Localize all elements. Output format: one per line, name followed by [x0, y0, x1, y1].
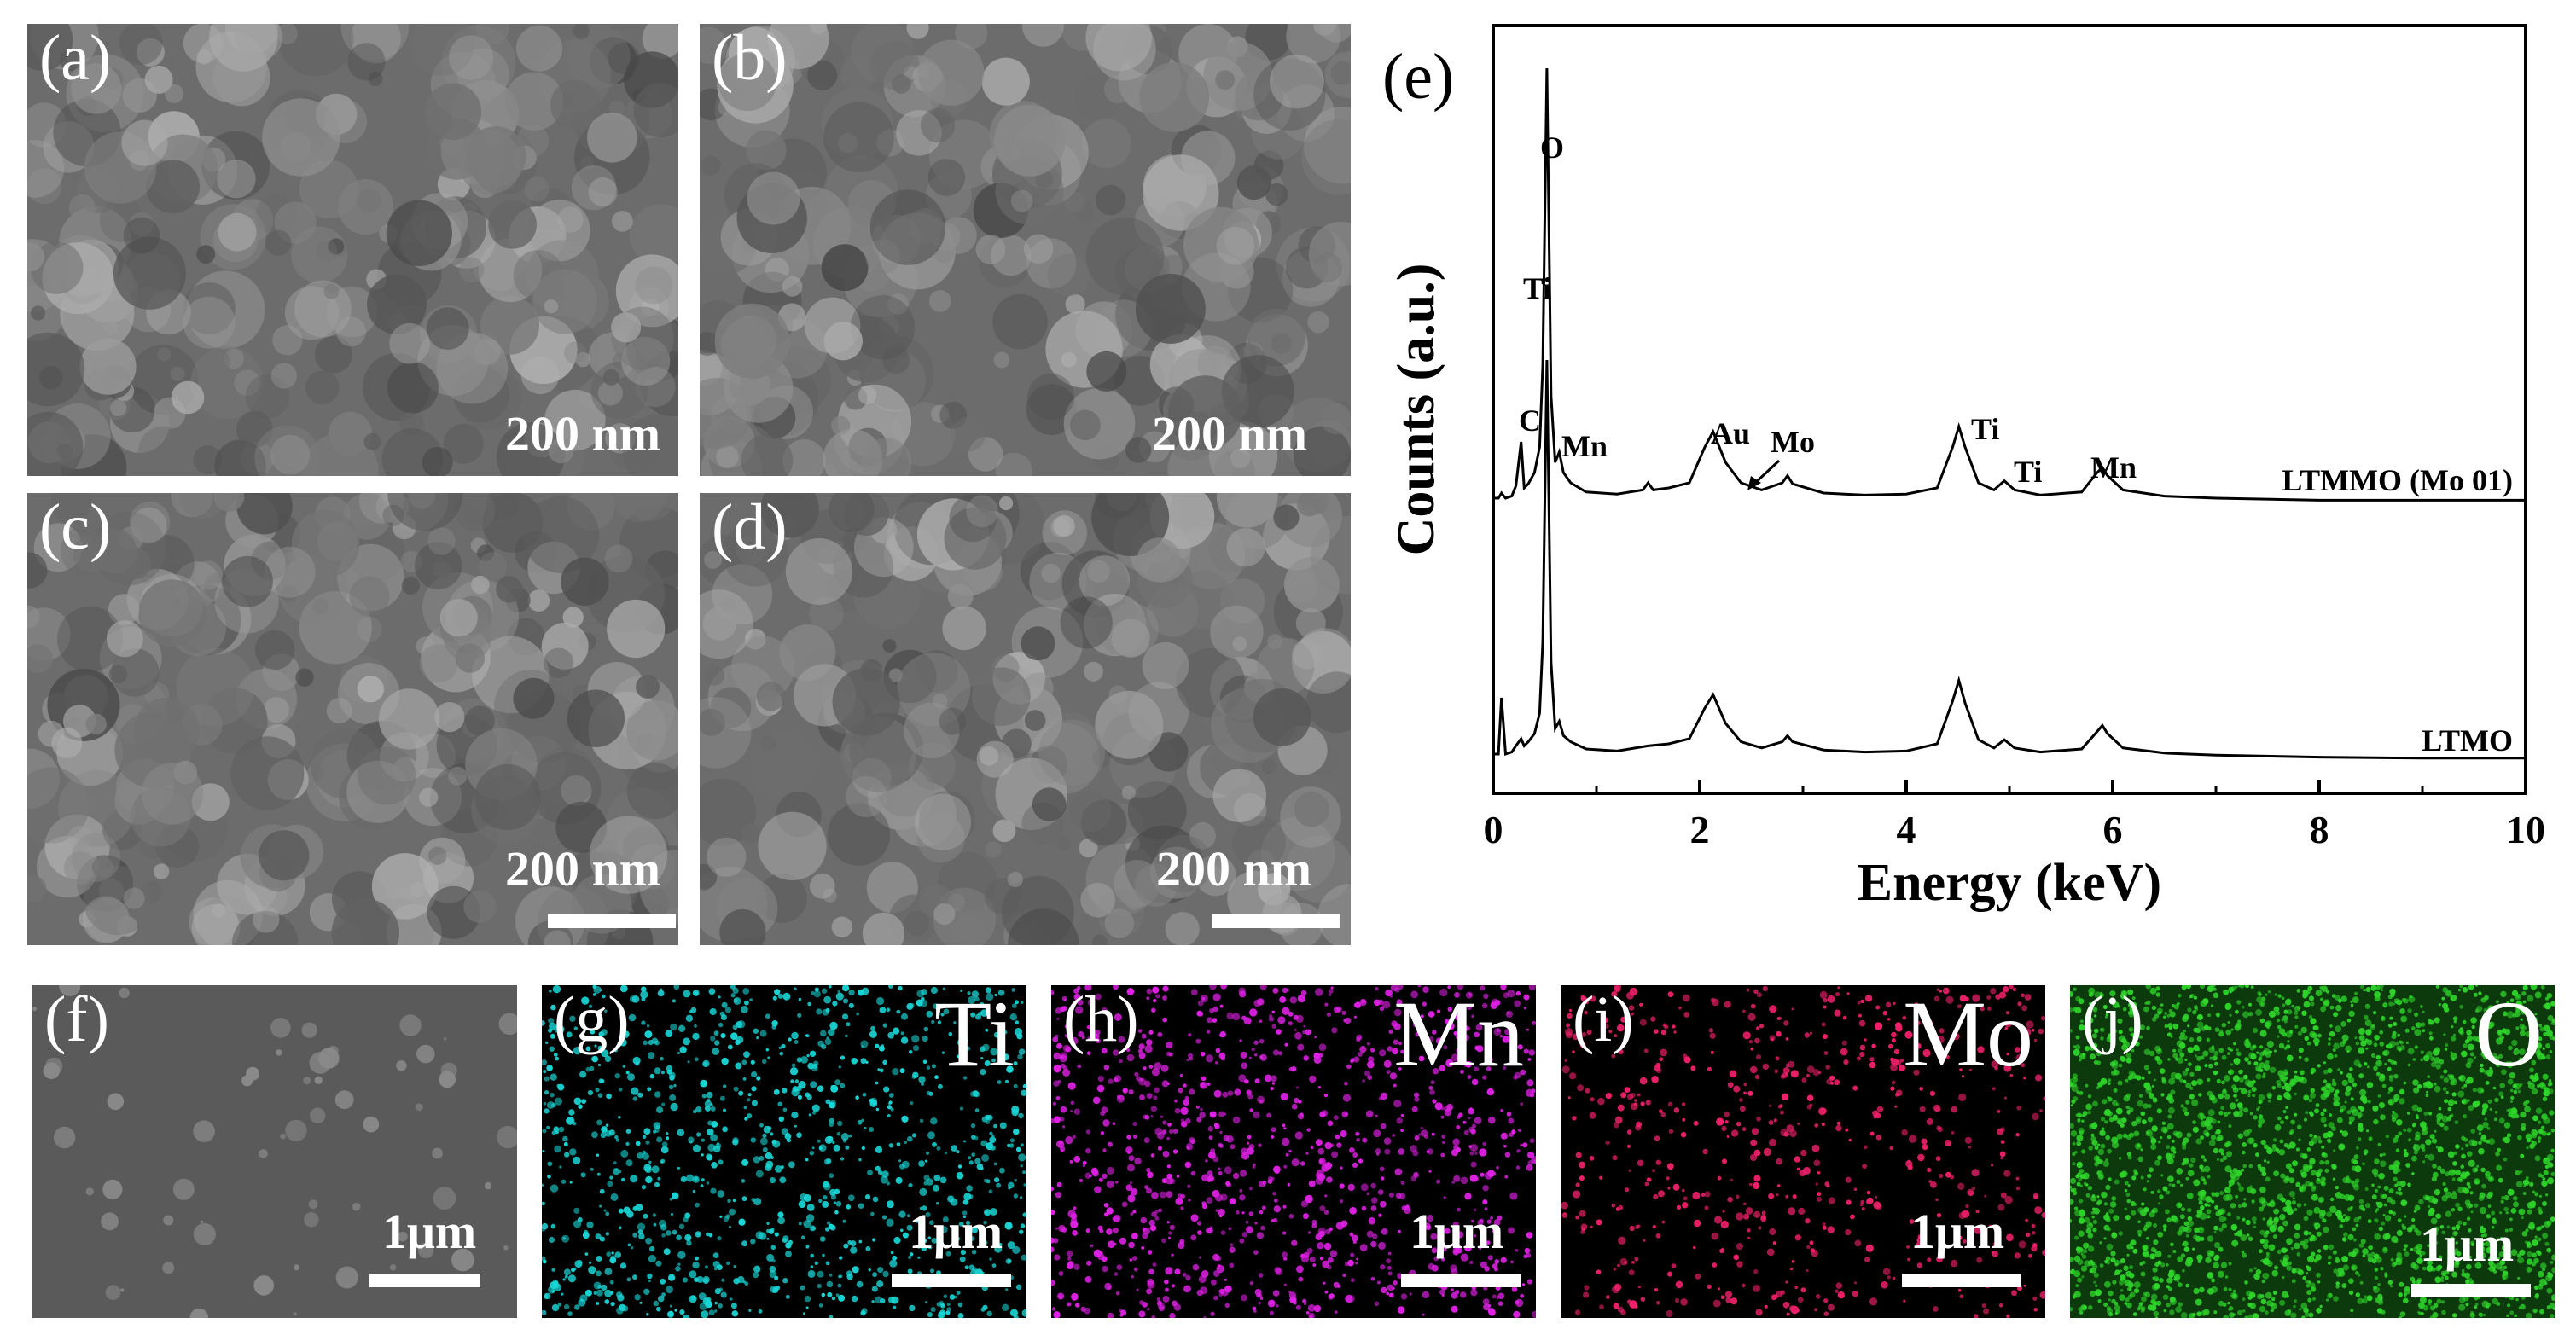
plot-frame — [1492, 24, 2527, 795]
series-label-ltmo: LTMO — [2422, 723, 2513, 757]
x-tick-label: 0 — [1484, 808, 1503, 851]
series-label-ltmmo: LTMMO (Mo 01) — [2282, 463, 2513, 497]
x-axis-label: Energy (keV) — [1858, 854, 2161, 912]
panel-label-b: (b) — [712, 24, 788, 94]
sem-panel-d: (d) 200 nm — [700, 493, 1351, 945]
peak-label: O — [1540, 131, 1564, 165]
element-label-mo: Mo — [1903, 985, 2033, 1086]
x-tick-label: 8 — [2310, 808, 2329, 851]
element-label-mn: Mn — [1393, 985, 1524, 1086]
scale-bar-h — [1401, 1274, 1521, 1287]
scale-bar-c — [548, 914, 676, 928]
scale-text-d: 200 nm — [1156, 841, 1312, 897]
panel-label-a: (a) — [39, 24, 112, 94]
eds-spectrum-chart: LTMMO (Mo 01) LTMO O Ti C Mn Au Mo Ti Ti Mn 0 2 4 6 8 10… — [1382, 24, 2545, 912]
sem-panel-c: (c) 200 nm — [27, 493, 678, 945]
scale-bar-f — [369, 1274, 480, 1287]
series-line-0 — [1493, 67, 2526, 502]
x-tick-label: 10 — [2506, 808, 2545, 851]
sem-texture — [700, 24, 1351, 476]
x-tick-label: 4 — [1897, 808, 1916, 851]
panel-label-g: (g) — [554, 985, 630, 1055]
sem-panel-f: (f) 1μm — [32, 985, 517, 1318]
sem-texture — [700, 493, 1351, 945]
element-label-ti: Ti — [934, 985, 1015, 1086]
panel-label-e: (e) — [1382, 41, 1454, 113]
panel-label-i: (i) — [1573, 985, 1634, 1055]
sem-texture — [27, 493, 678, 945]
peak-label: C — [1519, 403, 1541, 438]
peak-label: Ti — [1523, 271, 1551, 305]
panel-label-d: (d) — [712, 493, 788, 563]
scale-bar-i — [1902, 1274, 2021, 1287]
element-dots — [2070, 985, 2555, 1318]
scale-bar-d — [1212, 914, 1340, 928]
panel-label-j: (j) — [2082, 985, 2143, 1055]
panel-label-f: (f) — [44, 985, 109, 1055]
x-tick-label: 6 — [2103, 808, 2123, 851]
scale-bar-j — [2411, 1284, 2531, 1297]
element-dots — [1561, 985, 2045, 1318]
scale-text-g: 1μm — [909, 1204, 1003, 1259]
scale-text-h: 1μm — [1410, 1204, 1504, 1259]
map-panel-mo: (i) Mo 1μm — [1561, 985, 2045, 1318]
sem-texture — [27, 24, 678, 476]
map-panel-o: (j) O 1μm — [2070, 985, 2555, 1318]
y-axis-label: Counts (a.u.) — [1387, 264, 1445, 556]
peak-label: Ti — [1971, 412, 1999, 446]
mo-arrow-head — [1747, 476, 1761, 490]
element-dots — [1051, 985, 1536, 1318]
scale-text-i: 1μm — [1910, 1204, 2005, 1259]
x-tick-label: 2 — [1690, 808, 1710, 851]
peak-label: Mn — [2090, 450, 2137, 485]
panel-label-h: (h) — [1063, 985, 1139, 1055]
mo-arrow — [1752, 459, 1781, 486]
peak-label: Mo — [1771, 425, 1815, 459]
map-panel-ti: (g) Ti 1μm — [542, 985, 1026, 1318]
scale-text-f: 1μm — [382, 1204, 477, 1259]
sem-panel-b: (b) 200 nm — [700, 24, 1351, 476]
panel-label-c: (c) — [39, 493, 112, 563]
scale-text-c: 200 nm — [505, 841, 661, 897]
element-label-o: O — [2474, 985, 2543, 1086]
peak-label: Ti — [2014, 455, 2042, 489]
scale-text-b: 200 nm — [1152, 406, 1308, 461]
peak-label: Au — [1711, 416, 1750, 450]
peak-label: Mn — [1561, 429, 1608, 463]
series-line-1 — [1493, 359, 2526, 760]
scale-text-j: 1μm — [2420, 1216, 2515, 1272]
scale-text-a: 200 nm — [505, 406, 661, 461]
sem-panel-a: (a) 200 nm — [27, 24, 678, 476]
scale-bar-g — [892, 1274, 1011, 1287]
element-dots — [542, 985, 1026, 1318]
sem-texture — [32, 985, 517, 1318]
map-panel-mn: (h) Mn 1μm — [1051, 985, 1536, 1318]
